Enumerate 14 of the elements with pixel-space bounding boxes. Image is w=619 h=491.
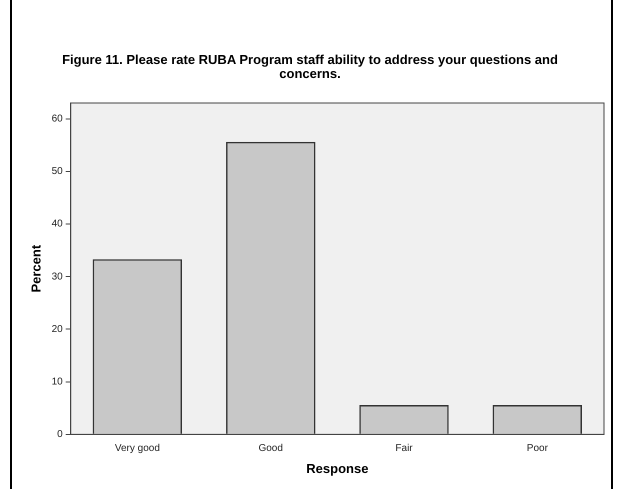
y-tick-label: 10 — [52, 376, 64, 388]
x-tick-label: Poor — [526, 443, 549, 454]
chart-title: Figure 11. Please rate RUBA Program staff ability to address your questions and concerns. — [61, 52, 559, 81]
y-axis-title: Percent — [28, 244, 44, 293]
y-tick-label: 50 — [52, 166, 64, 178]
x-tick-label: Fair — [395, 443, 414, 454]
y-tick-label: 30 — [52, 271, 64, 282]
y-tick-label: 40 — [52, 218, 64, 230]
x-tick-label: Good — [258, 443, 283, 454]
y-tick-label: 0 — [57, 429, 64, 440]
x-axis-title: Response — [306, 460, 368, 476]
y-tick-label: 20 — [52, 324, 64, 335]
x-tick-label: Very good — [114, 443, 160, 454]
y-tick-label: 60 — [52, 114, 64, 125]
